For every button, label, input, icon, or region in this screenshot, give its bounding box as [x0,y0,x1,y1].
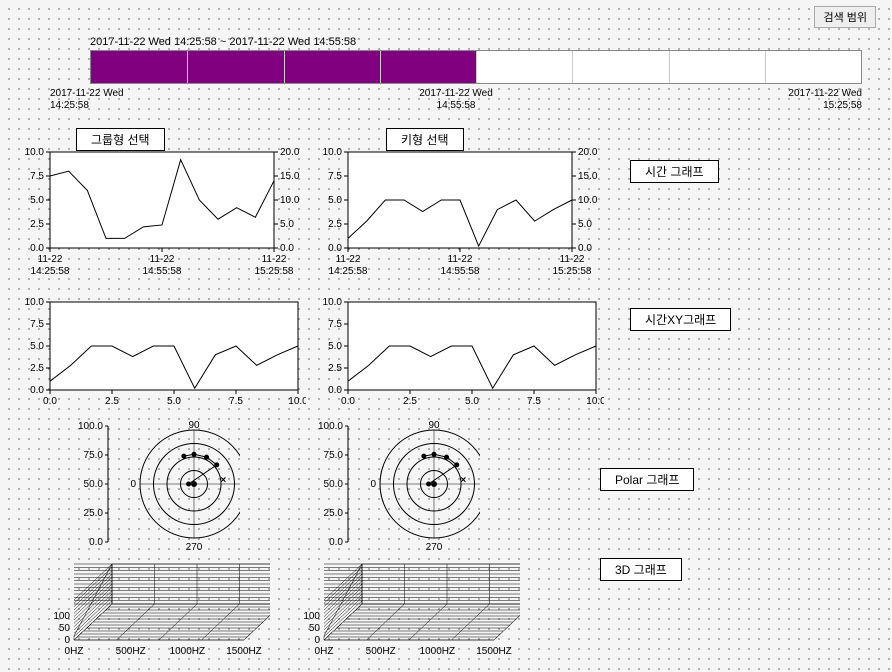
svg-text:5.0: 5.0 [30,341,44,352]
svg-text:500HZ: 500HZ [116,646,146,657]
row-label-polar-graph: Polar 그래프 [600,468,694,491]
svg-text:0.0: 0.0 [30,243,44,254]
svg-text:0.0: 0.0 [89,537,103,548]
svg-text:50: 50 [309,623,321,634]
svg-text:0.0: 0.0 [341,396,355,407]
svg-text:7.5: 7.5 [229,396,243,407]
threed-chart-2: 0501000HZ500HZ1000HZ1500HZ [290,548,520,658]
time-chart-2: 0.02.55.07.510.00.05.010.015.020.011-221… [316,148,604,288]
polar-chart-2: 0.025.050.075.0100.0901802700× [310,418,480,550]
svg-text:15:25:58: 15:25:58 [255,266,294,277]
polar-chart-1: 0.025.050.075.0100.0901802700× [70,418,240,550]
svg-text:50.0: 50.0 [84,479,104,490]
threed-chart-1: 0501000HZ500HZ1000HZ1500HZ [40,548,270,658]
svg-text:90: 90 [188,420,200,431]
svg-text:50: 50 [59,623,71,634]
svg-text:11-22: 11-22 [560,254,585,265]
svg-text:1500HZ: 1500HZ [476,646,512,657]
time-range-text: 2017-11-22 Wed 14:25:58 ~ 2017-11-22 Wed… [90,36,862,48]
svg-text:90: 90 [428,420,440,431]
svg-text:25.0: 25.0 [84,508,104,519]
svg-text:×: × [220,475,226,486]
svg-text:11-22: 11-22 [38,254,63,265]
svg-text:7.5: 7.5 [30,171,44,182]
svg-text:1000HZ: 1000HZ [420,646,456,657]
svg-text:0: 0 [370,479,376,490]
svg-text:100.0: 100.0 [78,421,103,432]
svg-text:5.0: 5.0 [280,219,294,230]
svg-text:11-22: 11-22 [262,254,287,265]
svg-text:0: 0 [64,635,70,646]
svg-text:1500HZ: 1500HZ [226,646,262,657]
svg-text:0: 0 [314,635,320,646]
svg-text:5.0: 5.0 [465,396,479,407]
svg-text:20.0: 20.0 [280,148,300,158]
svg-text:14:55:58: 14:55:58 [143,266,182,277]
svg-text:100: 100 [53,611,70,622]
svg-text:75.0: 75.0 [324,450,344,461]
time-range-bar: 2017-11-22 Wed 14:25:58 ~ 2017-11-22 Wed… [50,36,862,116]
svg-text:2.5: 2.5 [105,396,119,407]
svg-text:11-22: 11-22 [448,254,473,265]
svg-text:500HZ: 500HZ [366,646,396,657]
svg-text:10.0: 10.0 [323,298,343,308]
svg-text:15:25:58: 15:25:58 [553,266,592,277]
svg-text:10.0: 10.0 [25,148,45,158]
svg-text:2.5: 2.5 [30,363,44,374]
svg-text:10.0: 10.0 [578,195,598,206]
svg-text:100: 100 [303,611,320,622]
svg-text:2.5: 2.5 [403,396,417,407]
svg-text:0.0: 0.0 [328,243,342,254]
svg-text:50.0: 50.0 [324,479,344,490]
time-chart-1: 0.02.55.07.510.00.05.010.015.020.011-221… [18,148,306,288]
svg-text:0.0: 0.0 [329,537,343,548]
svg-text:0.0: 0.0 [578,243,592,254]
svg-text:0: 0 [130,479,136,490]
canvas: 검색 범위 2017-11-22 Wed 14:25:58 ~ 2017-11-… [0,0,892,672]
svg-text:11-22: 11-22 [336,254,361,265]
svg-text:14:25:58: 14:25:58 [31,266,70,277]
svg-text:15.0: 15.0 [280,171,300,182]
svg-text:2.5: 2.5 [30,219,44,230]
svg-text:11-22: 11-22 [150,254,175,265]
svg-text:7.5: 7.5 [527,396,541,407]
svg-text:25.0: 25.0 [324,508,344,519]
svg-text:5.0: 5.0 [167,396,181,407]
svg-text:0.0: 0.0 [30,385,44,396]
row-label-time-graph: 시간 그래프 [630,160,719,183]
svg-text:14:25:58: 14:25:58 [329,266,368,277]
svg-text:7.5: 7.5 [328,171,342,182]
svg-text:10.0: 10.0 [586,396,604,407]
svg-text:0.0: 0.0 [280,243,294,254]
svg-text:2.5: 2.5 [328,363,342,374]
svg-text:15.0: 15.0 [578,171,598,182]
svg-text:0.0: 0.0 [43,396,57,407]
svg-text:0HZ: 0HZ [65,646,84,657]
svg-text:2.5: 2.5 [328,219,342,230]
xy-chart-1: 0.0 2.5 5.0 7.5 10.0 0.0 2.5 5.0 7.5 10.0 [18,298,306,410]
svg-text:7.5: 7.5 [30,319,44,330]
row-label-time-xy-graph: 시간XY그래프 [630,308,731,331]
svg-text:10.0: 10.0 [323,148,343,158]
svg-text:100.0: 100.0 [318,421,343,432]
svg-text:10.0: 10.0 [280,195,300,206]
svg-text:5.0: 5.0 [578,219,592,230]
svg-text:20.0: 20.0 [578,148,598,158]
svg-text:5.0: 5.0 [328,341,342,352]
svg-text:0HZ: 0HZ [315,646,334,657]
svg-text:×: × [460,475,466,486]
svg-text:10.0: 10.0 [25,298,45,308]
svg-text:75.0: 75.0 [84,450,104,461]
svg-text:0.0: 0.0 [328,385,342,396]
svg-text:7.5: 7.5 [328,319,342,330]
row-label-3d-graph: 3D 그래프 [600,558,682,581]
search-range-button[interactable]: 검색 범위 [814,6,876,28]
time-range-track[interactable] [90,50,862,84]
svg-text:10.0: 10.0 [288,396,306,407]
svg-text:1000HZ: 1000HZ [170,646,206,657]
svg-text:5.0: 5.0 [328,195,342,206]
xy-chart-2: 0.0 2.5 5.0 7.5 10.0 0.0 2.5 5.0 7.5 10.0 [316,298,604,410]
svg-text:5.0: 5.0 [30,195,44,206]
svg-text:14:55:58: 14:55:58 [441,266,480,277]
